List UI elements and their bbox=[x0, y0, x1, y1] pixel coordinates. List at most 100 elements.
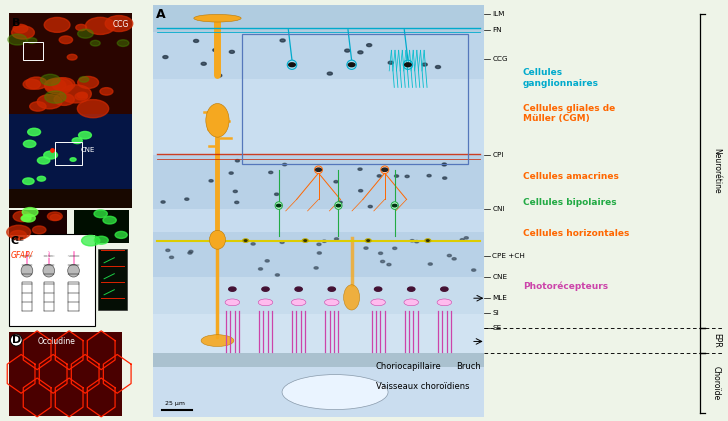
Circle shape bbox=[425, 239, 431, 242]
Circle shape bbox=[23, 208, 38, 217]
Circle shape bbox=[54, 93, 74, 105]
Circle shape bbox=[78, 29, 93, 38]
Circle shape bbox=[442, 163, 446, 165]
Circle shape bbox=[37, 157, 50, 164]
Bar bbox=[153, 32, 484, 79]
Circle shape bbox=[235, 160, 240, 162]
Text: Cellules
ganglionnaires: Cellules ganglionnaires bbox=[523, 68, 598, 88]
Circle shape bbox=[188, 252, 192, 254]
Circle shape bbox=[334, 181, 338, 183]
Text: A: A bbox=[156, 8, 165, 21]
Circle shape bbox=[345, 49, 350, 52]
Circle shape bbox=[334, 238, 339, 240]
Bar bbox=[9, 210, 67, 243]
Circle shape bbox=[67, 54, 77, 60]
Text: B: B bbox=[12, 18, 20, 28]
Circle shape bbox=[85, 17, 115, 35]
Circle shape bbox=[388, 61, 393, 64]
Text: FN: FN bbox=[492, 27, 502, 33]
Circle shape bbox=[258, 268, 263, 270]
Bar bbox=[153, 353, 484, 368]
Circle shape bbox=[12, 26, 34, 39]
Ellipse shape bbox=[43, 264, 55, 277]
Circle shape bbox=[47, 212, 63, 221]
Circle shape bbox=[336, 204, 341, 207]
Circle shape bbox=[304, 240, 306, 241]
Circle shape bbox=[323, 240, 326, 242]
Ellipse shape bbox=[381, 166, 389, 173]
Circle shape bbox=[242, 239, 248, 242]
Circle shape bbox=[94, 210, 107, 218]
Circle shape bbox=[452, 258, 456, 260]
Bar bbox=[153, 314, 484, 353]
Circle shape bbox=[44, 78, 73, 94]
Circle shape bbox=[233, 190, 237, 192]
Ellipse shape bbox=[275, 202, 282, 209]
Circle shape bbox=[163, 56, 168, 59]
Circle shape bbox=[428, 263, 432, 265]
Circle shape bbox=[274, 193, 279, 195]
Circle shape bbox=[392, 204, 397, 207]
Circle shape bbox=[79, 77, 89, 82]
Circle shape bbox=[358, 51, 363, 54]
Circle shape bbox=[37, 176, 46, 181]
Circle shape bbox=[251, 243, 256, 245]
Circle shape bbox=[52, 77, 75, 91]
Circle shape bbox=[44, 17, 70, 32]
Circle shape bbox=[282, 163, 287, 166]
Circle shape bbox=[37, 95, 62, 109]
Circle shape bbox=[23, 178, 34, 184]
Circle shape bbox=[435, 66, 440, 69]
Ellipse shape bbox=[371, 299, 385, 306]
Circle shape bbox=[194, 40, 199, 43]
Circle shape bbox=[13, 24, 28, 33]
Bar bbox=[55, 142, 82, 165]
Circle shape bbox=[30, 102, 46, 111]
Text: CNE: CNE bbox=[492, 274, 507, 280]
Circle shape bbox=[217, 74, 222, 77]
Text: Coll IV: Coll IV bbox=[47, 251, 71, 260]
Circle shape bbox=[422, 63, 427, 66]
Circle shape bbox=[214, 237, 218, 240]
Ellipse shape bbox=[325, 299, 339, 306]
Text: Bruch: Bruch bbox=[456, 362, 480, 371]
Circle shape bbox=[460, 239, 464, 241]
Circle shape bbox=[275, 274, 280, 276]
Ellipse shape bbox=[206, 104, 229, 137]
Text: 25 μm: 25 μm bbox=[165, 401, 184, 406]
Circle shape bbox=[280, 241, 284, 243]
Circle shape bbox=[44, 79, 66, 91]
Ellipse shape bbox=[194, 14, 241, 22]
Circle shape bbox=[265, 260, 269, 262]
Ellipse shape bbox=[21, 264, 33, 277]
Circle shape bbox=[381, 260, 384, 263]
Text: Occludine: Occludine bbox=[38, 337, 76, 346]
Ellipse shape bbox=[210, 230, 226, 249]
Circle shape bbox=[189, 250, 193, 253]
Circle shape bbox=[348, 63, 355, 67]
Bar bbox=[74, 210, 130, 243]
Circle shape bbox=[367, 240, 370, 241]
Circle shape bbox=[23, 140, 36, 147]
Circle shape bbox=[27, 38, 37, 43]
Circle shape bbox=[229, 287, 236, 291]
Circle shape bbox=[95, 236, 108, 244]
Circle shape bbox=[185, 198, 189, 200]
Circle shape bbox=[50, 214, 60, 220]
Circle shape bbox=[59, 36, 73, 44]
Circle shape bbox=[289, 63, 296, 67]
Circle shape bbox=[377, 175, 381, 177]
Bar bbox=[9, 332, 122, 416]
Circle shape bbox=[234, 201, 239, 204]
Circle shape bbox=[405, 175, 409, 178]
Circle shape bbox=[405, 63, 411, 67]
Bar bbox=[242, 34, 467, 164]
Circle shape bbox=[262, 287, 269, 291]
Ellipse shape bbox=[225, 299, 240, 306]
Circle shape bbox=[410, 240, 414, 242]
Circle shape bbox=[245, 240, 247, 241]
Circle shape bbox=[115, 232, 127, 238]
Circle shape bbox=[161, 201, 165, 203]
Circle shape bbox=[44, 91, 66, 103]
Bar bbox=[153, 155, 484, 209]
